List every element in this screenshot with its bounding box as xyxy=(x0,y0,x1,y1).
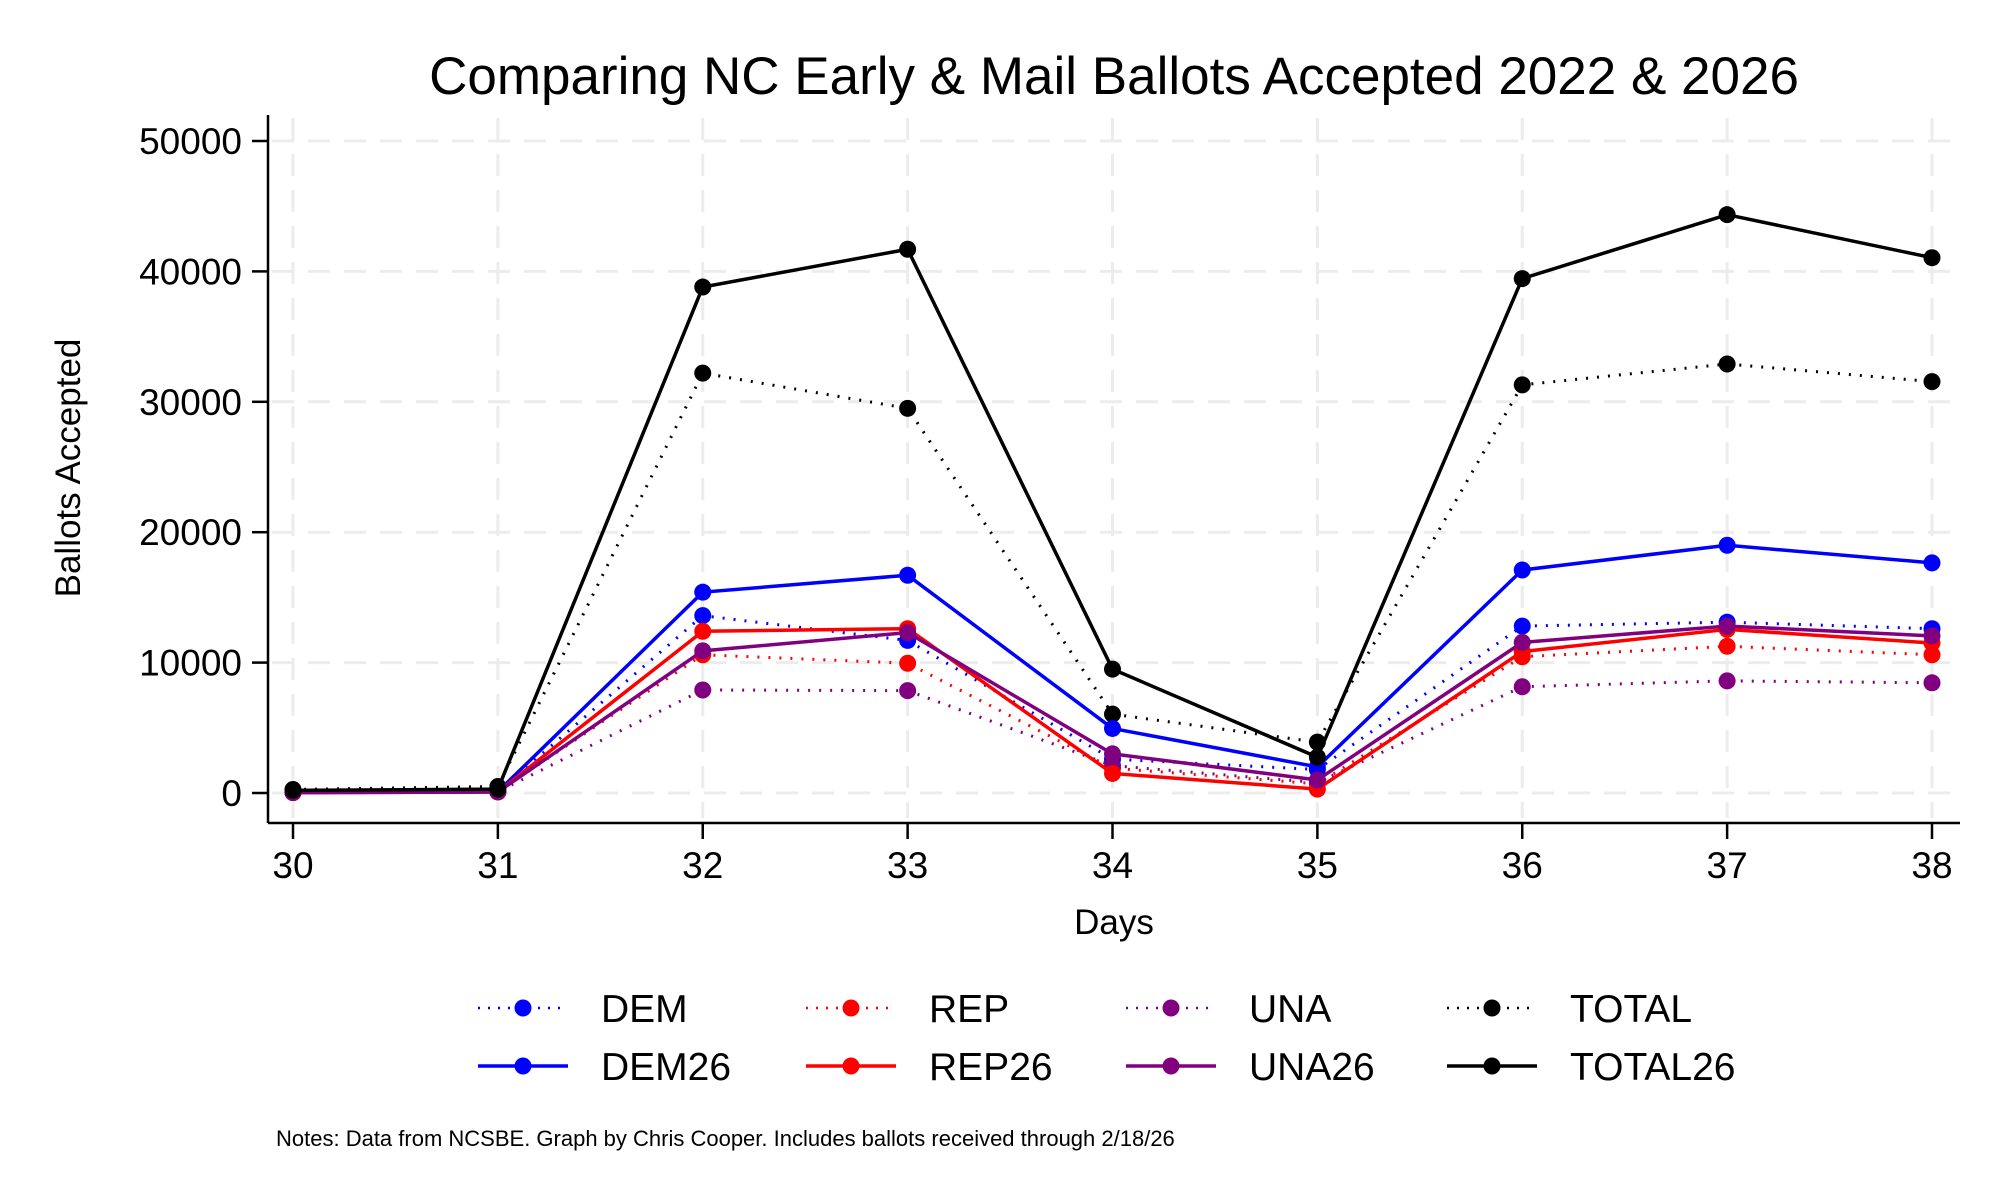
legend-swatch-marker xyxy=(1162,1057,1180,1075)
legend: DEM REP UNA TOTAL DEM26 REP26 UNA26 TOTAL26 xyxy=(478,988,1735,1089)
y-ticks: 0 10000 20000 30000 40000 50000 xyxy=(139,121,268,814)
x-tick-label: 37 xyxy=(1707,845,1748,886)
legend-label: DEM xyxy=(601,988,688,1031)
legend-swatch-marker xyxy=(842,999,860,1017)
data-point-rep-37 xyxy=(1718,637,1736,655)
legend-label: REP xyxy=(929,988,1009,1031)
x-tick-label: 38 xyxy=(1911,845,1952,886)
x-tick-label: 36 xyxy=(1502,845,1543,886)
legend-swatch-marker xyxy=(514,1057,532,1075)
x-tick-label: 30 xyxy=(272,845,313,886)
data-point-total26-33 xyxy=(899,240,917,258)
data-point-total26-35 xyxy=(1308,748,1326,766)
data-point-total26-31 xyxy=(489,780,507,798)
data-point-dem26-36 xyxy=(1513,561,1531,579)
data-point-una-33 xyxy=(899,682,917,700)
x-tick-label: 34 xyxy=(1092,845,1133,886)
y-tick-label: 30000 xyxy=(139,382,242,423)
data-point-rep-38 xyxy=(1923,646,1941,664)
y-axis-title: Ballots Accepted xyxy=(49,339,88,598)
legend-swatch-marker xyxy=(1483,1057,1501,1075)
data-point-dem26-34 xyxy=(1104,719,1121,737)
data-point-total-38 xyxy=(1923,373,1941,391)
data-point-total26-37 xyxy=(1718,206,1736,224)
legend-label: UNA26 xyxy=(1249,1046,1375,1089)
data-point-total-34 xyxy=(1104,705,1121,723)
data-point-rep-33 xyxy=(899,654,917,672)
chart-note: Notes: Data from NCSBE. Graph by Chris C… xyxy=(276,1126,1175,1151)
legend-swatch-marker xyxy=(1162,999,1180,1017)
data-point-total-36 xyxy=(1513,376,1531,394)
data-point-una26-37 xyxy=(1718,617,1736,635)
legend-item-rep: REP xyxy=(806,988,1009,1031)
legend-item-una26: UNA26 xyxy=(1126,1046,1375,1089)
data-point-una26-32 xyxy=(694,642,712,660)
data-point-rep26-32 xyxy=(694,622,712,640)
data-point-total26-32 xyxy=(694,278,712,296)
data-point-una26-34 xyxy=(1104,745,1121,763)
data-point-total26-30 xyxy=(284,781,302,799)
legend-item-una: UNA xyxy=(1126,988,1331,1031)
legend-swatch-marker xyxy=(1483,999,1501,1017)
data-point-una-36 xyxy=(1513,678,1531,696)
y-tick-label: 50000 xyxy=(139,121,242,162)
data-point-dem26-32 xyxy=(694,583,712,601)
axes xyxy=(266,115,1960,825)
data-point-dem26-38 xyxy=(1923,554,1941,572)
y-tick-label: 10000 xyxy=(139,643,242,684)
legend-label: UNA xyxy=(1249,988,1331,1031)
y-tick-label: 0 xyxy=(221,773,242,814)
y-tick-label: 20000 xyxy=(139,512,242,553)
x-tick-label: 32 xyxy=(682,845,723,886)
data-point-dem26-37 xyxy=(1718,536,1736,554)
data-point-una26-38 xyxy=(1923,627,1941,645)
legend-item-total: TOTAL xyxy=(1447,988,1692,1031)
data-point-total-32 xyxy=(694,364,712,382)
legend-item-rep26: REP26 xyxy=(806,1046,1053,1089)
data-point-total-37 xyxy=(1718,355,1736,373)
chart-title: Comparing NC Early & Mail Ballots Accept… xyxy=(429,47,1799,106)
legend-label: REP26 xyxy=(929,1046,1053,1089)
data-point-dem-36 xyxy=(1513,617,1531,635)
x-tick-label: 35 xyxy=(1297,845,1338,886)
data-point-dem26-33 xyxy=(899,566,917,584)
legend-item-dem: DEM xyxy=(478,988,688,1031)
legend-item-total26: TOTAL26 xyxy=(1447,1046,1735,1089)
y-tick-label: 40000 xyxy=(139,251,242,292)
data-point-dem-32 xyxy=(694,607,712,625)
data-point-una-38 xyxy=(1923,674,1941,692)
data-point-total-33 xyxy=(899,399,917,417)
x-tick-label: 33 xyxy=(887,845,928,886)
legend-swatch-marker xyxy=(514,999,532,1017)
data-point-una26-33 xyxy=(899,624,917,642)
legend-label: TOTAL xyxy=(1570,988,1692,1031)
data-point-una-32 xyxy=(694,681,712,699)
data-point-una-37 xyxy=(1718,672,1736,690)
data-point-total26-38 xyxy=(1923,249,1941,267)
x-axis-title: Days xyxy=(1074,903,1154,942)
legend-label: DEM26 xyxy=(601,1046,731,1089)
series-total26 xyxy=(284,206,1941,799)
data-point-rep26-34 xyxy=(1104,764,1121,782)
legend-swatch-marker xyxy=(842,1057,860,1075)
data-point-total26-34 xyxy=(1104,660,1121,678)
legend-item-dem26: DEM26 xyxy=(478,1046,731,1089)
legend-label: TOTAL26 xyxy=(1570,1046,1735,1089)
x-tick-label: 31 xyxy=(477,845,518,886)
x-ticks: 30 31 32 33 34 35 36 37 38 xyxy=(272,823,1953,886)
data-point-total26-36 xyxy=(1513,270,1531,288)
data-point-una26-35 xyxy=(1308,771,1326,789)
series xyxy=(284,206,1941,802)
data-point-una26-36 xyxy=(1513,633,1531,651)
